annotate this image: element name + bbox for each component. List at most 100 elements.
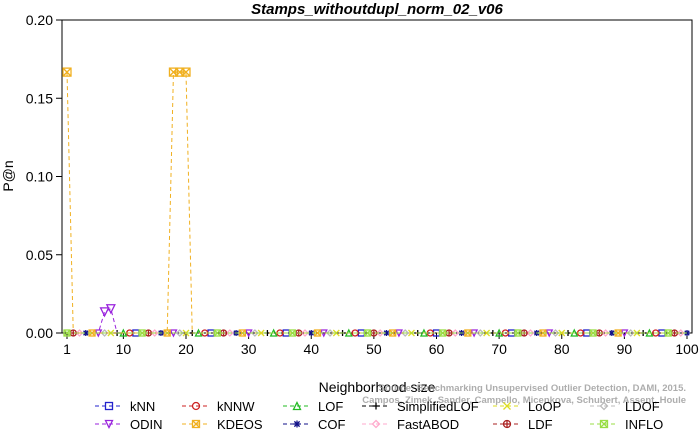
data-point <box>62 67 72 77</box>
x-tick-label: 100 <box>675 341 699 357</box>
baseline-point <box>351 329 359 337</box>
baseline-point <box>213 329 221 337</box>
baseline-point <box>558 329 566 337</box>
baseline-point <box>225 329 234 337</box>
baseline-point <box>288 329 297 337</box>
legend-swatch-marker <box>599 401 609 411</box>
y-tick-label: 0.00 <box>26 325 53 341</box>
baseline-point <box>401 329 410 337</box>
baseline-point <box>301 329 309 337</box>
legend-item-loop: LoOP <box>493 399 561 414</box>
x-tick-label: 70 <box>491 341 507 357</box>
x-tick-label: 10 <box>116 341 132 357</box>
baseline-point <box>363 329 372 337</box>
legend-label: LOF <box>318 399 343 414</box>
baseline-point <box>376 329 385 337</box>
legend-label: SimplifiedLOF <box>397 399 479 414</box>
series-inflo <box>63 329 687 337</box>
x-tick-label: 1 <box>63 341 71 357</box>
legend-swatch-marker <box>104 419 114 429</box>
baseline-point <box>526 329 535 337</box>
baseline-point <box>138 329 146 337</box>
legend-label: LDF <box>528 417 553 432</box>
legend-label: ODIN <box>130 417 163 432</box>
series-line <box>66 71 687 334</box>
legend-label: kNN <box>130 399 155 414</box>
baseline-point <box>451 329 460 337</box>
watermark-line-2: Campos, Zimek, Sander, Campello, Micenko… <box>362 395 686 406</box>
legend-item-knnw: kNNW <box>182 399 255 414</box>
y-tick-label: 0.15 <box>26 90 53 106</box>
x-tick-label: 40 <box>303 341 319 357</box>
data-point <box>181 67 191 77</box>
baseline-point <box>676 329 685 337</box>
legend-swatch-marker <box>191 401 201 411</box>
x-tick-label: 20 <box>178 341 194 357</box>
baseline-point <box>601 329 610 337</box>
x-tick-label: 60 <box>429 341 445 357</box>
chart-title: Stamps_withoutdupl_norm_02_v06 <box>251 1 503 18</box>
baseline-point <box>589 329 597 337</box>
watermark-line-1: Source: Benchmarking Unsupervised Outlie… <box>379 383 686 394</box>
x-axis-label: Neighborhood size <box>319 379 436 395</box>
baseline-point <box>664 329 672 337</box>
legend-item-odin: ODIN <box>95 417 163 432</box>
legend-swatch-marker <box>502 419 512 429</box>
baseline-point <box>257 329 265 337</box>
legend-item-lof: LOF <box>283 399 343 414</box>
legend-swatch-marker <box>371 419 381 429</box>
series-kdeos <box>62 67 687 337</box>
x-axis: 1 10 20 30 40 50 60 70 80 90 100 <box>63 333 699 357</box>
legend-item-cof: COF <box>283 417 346 432</box>
legend-swatch-marker <box>372 402 380 410</box>
baseline-point <box>326 329 334 337</box>
x-tick-label: 50 <box>366 341 382 357</box>
legend-item-kdeos: KDEOS <box>182 417 263 432</box>
legend-label: kNNW <box>217 399 255 414</box>
legend-item-simplifiedlof: SimplifiedLOF <box>362 399 479 414</box>
y-tick-label: 0.05 <box>26 247 53 263</box>
baseline-point <box>551 329 560 337</box>
baseline-point <box>514 329 522 337</box>
data-point <box>105 304 116 315</box>
baseline-point <box>250 329 259 337</box>
legend-swatch-marker <box>503 402 511 410</box>
legend-label: INFLO <box>625 417 663 432</box>
baseline-point <box>63 329 71 337</box>
legend: kNN kNNW LOF SimplifiedLOF LoOP LDOF ODIN KDEOS… <box>95 399 663 432</box>
x-tick-label: 80 <box>554 341 570 357</box>
baseline-point <box>82 330 89 336</box>
legend-item-fastabod: FastABOD <box>362 417 459 432</box>
x-tick-label: 90 <box>617 341 633 357</box>
legend-item-inflo: INFLO <box>590 417 663 432</box>
legend-swatch-marker <box>599 419 609 429</box>
baseline-point <box>439 329 447 337</box>
series-layer <box>62 67 690 338</box>
y-tick-label: 0.20 <box>26 12 53 28</box>
legend-item-ldf: LDF <box>493 417 553 432</box>
baseline-point <box>100 329 109 337</box>
legend-item-knn: kNN <box>95 399 155 414</box>
legend-item-ldof: LDOF <box>590 399 660 414</box>
legend-label: COF <box>318 417 346 432</box>
baseline-point <box>476 329 485 337</box>
legend-label: KDEOS <box>217 417 263 432</box>
legend-label: LoOP <box>528 399 561 414</box>
baseline-point <box>75 329 84 337</box>
plot-frame <box>61 19 693 334</box>
legend-swatch-marker <box>292 401 302 411</box>
baseline-point <box>626 329 635 337</box>
baseline-point <box>150 329 159 337</box>
legend-swatch-marker <box>293 420 301 428</box>
legend-swatch-marker <box>104 401 114 411</box>
x-tick-label: 30 <box>241 341 257 357</box>
baseline-point <box>175 329 184 337</box>
data-point <box>99 307 110 318</box>
legend-label: LDOF <box>625 399 660 414</box>
y-axis-label: P@n <box>0 160 16 191</box>
y-axis: 0.00 0.05 0.10 0.15 0.20 <box>26 12 62 341</box>
y-tick-label: 0.10 <box>26 169 53 185</box>
legend-swatch-marker <box>191 419 201 429</box>
legend-label: FastABOD <box>397 417 459 432</box>
